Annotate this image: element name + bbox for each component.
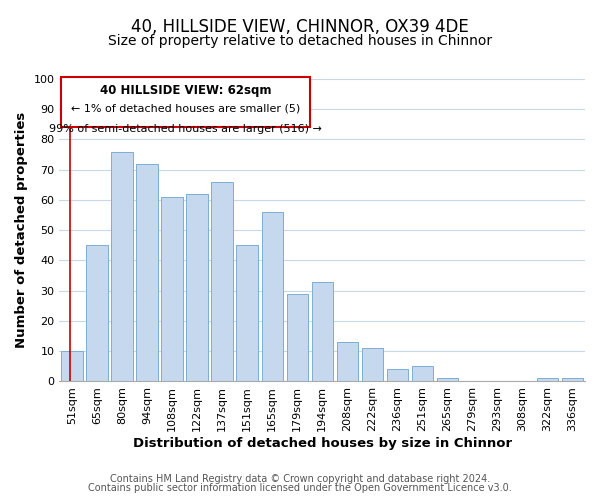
Text: 40, HILLSIDE VIEW, CHINNOR, OX39 4DE: 40, HILLSIDE VIEW, CHINNOR, OX39 4DE bbox=[131, 18, 469, 36]
Bar bbox=[386, 370, 408, 382]
Bar bbox=[287, 294, 308, 382]
Bar bbox=[562, 378, 583, 382]
Bar bbox=[211, 182, 233, 382]
Text: Size of property relative to detached houses in Chinnor: Size of property relative to detached ho… bbox=[108, 34, 492, 48]
Y-axis label: Number of detached properties: Number of detached properties bbox=[15, 112, 28, 348]
Bar bbox=[362, 348, 383, 382]
Bar bbox=[262, 212, 283, 382]
Bar bbox=[61, 351, 83, 382]
Text: Contains public sector information licensed under the Open Government Licence v3: Contains public sector information licen… bbox=[88, 483, 512, 493]
Bar bbox=[187, 194, 208, 382]
Bar bbox=[236, 246, 258, 382]
Text: 40 HILLSIDE VIEW: 62sqm: 40 HILLSIDE VIEW: 62sqm bbox=[100, 84, 271, 96]
Bar bbox=[86, 246, 107, 382]
X-axis label: Distribution of detached houses by size in Chinnor: Distribution of detached houses by size … bbox=[133, 437, 512, 450]
FancyBboxPatch shape bbox=[61, 78, 310, 128]
Text: Contains HM Land Registry data © Crown copyright and database right 2024.: Contains HM Land Registry data © Crown c… bbox=[110, 474, 490, 484]
Bar bbox=[412, 366, 433, 382]
Bar bbox=[136, 164, 158, 382]
Bar bbox=[437, 378, 458, 382]
Bar bbox=[537, 378, 558, 382]
Bar bbox=[161, 197, 182, 382]
Bar bbox=[112, 152, 133, 382]
Text: 99% of semi-detached houses are larger (516) →: 99% of semi-detached houses are larger (… bbox=[49, 124, 322, 134]
Text: ← 1% of detached houses are smaller (5): ← 1% of detached houses are smaller (5) bbox=[71, 103, 300, 113]
Bar bbox=[311, 282, 333, 382]
Bar bbox=[337, 342, 358, 382]
